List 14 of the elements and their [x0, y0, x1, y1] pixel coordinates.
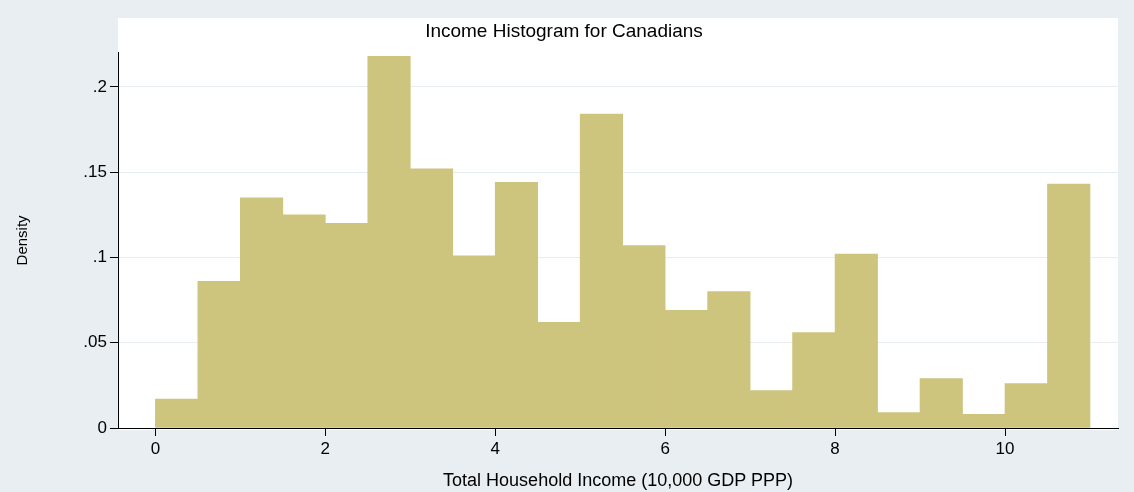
y-tick-label: .2 [92, 76, 107, 96]
y-tick-label: 0 [97, 417, 107, 437]
x-tick-label: 6 [660, 438, 670, 458]
x-tick-label: 2 [320, 438, 331, 458]
x-tick-label: 8 [830, 438, 840, 458]
y-tick-label: .05 [83, 332, 107, 352]
x-tick-label: 0 [150, 438, 161, 458]
y-tick-label: .1 [92, 247, 107, 267]
x-axis-title: Total Household Income (10,000 GDP PPP) [443, 470, 793, 491]
y-axis-title: Density [13, 214, 31, 266]
y-tick-label: .15 [83, 161, 107, 181]
chart-title: Income Histogram for Canadians [425, 19, 703, 41]
x-tick-label: 4 [490, 438, 500, 458]
x-tick-label: 10 [995, 438, 1015, 458]
